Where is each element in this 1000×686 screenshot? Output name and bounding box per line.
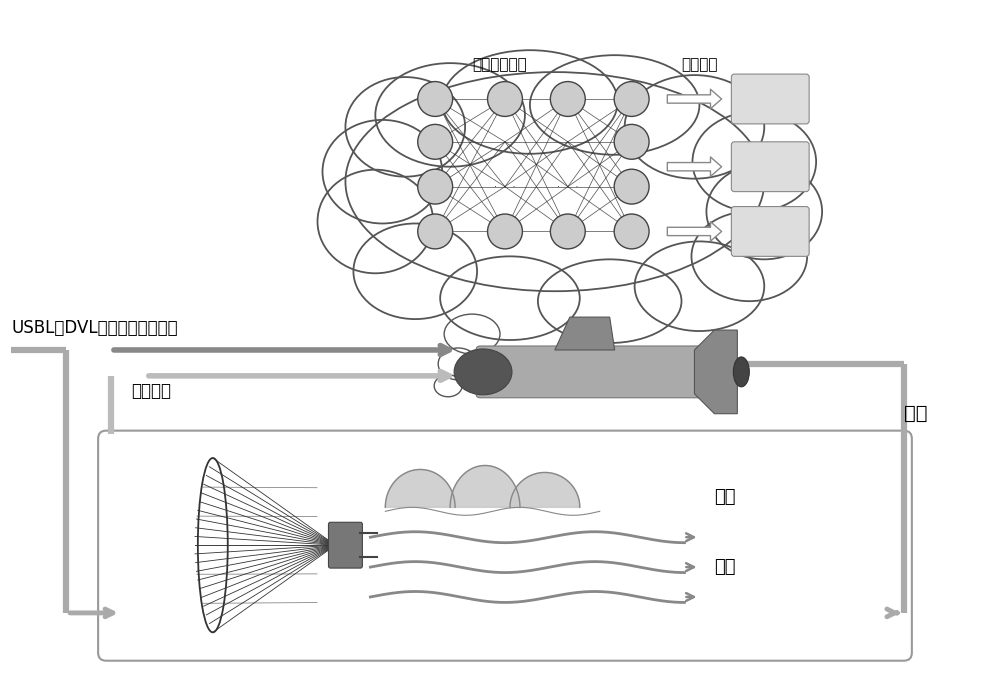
Ellipse shape (691, 211, 807, 301)
FancyBboxPatch shape (98, 431, 912, 661)
Ellipse shape (442, 50, 618, 154)
Text: 执行机构: 执行机构 (681, 58, 718, 73)
Ellipse shape (733, 357, 749, 387)
Circle shape (614, 169, 649, 204)
Text: 海浪: 海浪 (714, 488, 736, 506)
Ellipse shape (454, 349, 512, 394)
Circle shape (488, 214, 522, 249)
Polygon shape (450, 466, 520, 508)
Text: 深度神经网络: 深度神经网络 (473, 58, 527, 73)
Text: 环境奖励: 环境奖励 (131, 382, 171, 400)
FancyBboxPatch shape (328, 522, 362, 568)
Polygon shape (385, 469, 455, 508)
Circle shape (418, 169, 453, 204)
Ellipse shape (322, 120, 442, 224)
Circle shape (418, 124, 453, 159)
Ellipse shape (434, 375, 462, 397)
Circle shape (418, 82, 453, 117)
Circle shape (550, 82, 585, 117)
Ellipse shape (444, 314, 500, 354)
Ellipse shape (440, 257, 580, 340)
Polygon shape (510, 473, 580, 508)
Circle shape (488, 82, 522, 117)
FancyBboxPatch shape (731, 74, 809, 124)
Text: USBL、DVL等传感器观测数据: USBL、DVL等传感器观测数据 (11, 319, 178, 337)
FancyBboxPatch shape (731, 142, 809, 191)
Ellipse shape (438, 348, 478, 380)
Ellipse shape (706, 164, 822, 259)
Ellipse shape (375, 63, 525, 167)
Ellipse shape (345, 77, 465, 177)
Ellipse shape (635, 241, 764, 331)
Circle shape (614, 82, 649, 117)
Polygon shape (694, 330, 737, 414)
Ellipse shape (692, 112, 816, 211)
FancyBboxPatch shape (731, 206, 809, 257)
Ellipse shape (353, 224, 477, 319)
Circle shape (614, 214, 649, 249)
Circle shape (614, 124, 649, 159)
Circle shape (418, 214, 453, 249)
Ellipse shape (345, 72, 764, 292)
Text: 海流: 海流 (714, 558, 736, 576)
Polygon shape (555, 317, 615, 350)
Text: 动作: 动作 (904, 404, 927, 423)
FancyBboxPatch shape (476, 346, 718, 398)
Text: ·  ·  ·: · · · (557, 182, 579, 191)
Ellipse shape (538, 259, 681, 343)
Text: ·  ·  ·: · · · (494, 182, 516, 191)
Ellipse shape (318, 169, 433, 273)
Ellipse shape (530, 55, 699, 155)
Ellipse shape (625, 75, 764, 178)
Circle shape (550, 214, 585, 249)
